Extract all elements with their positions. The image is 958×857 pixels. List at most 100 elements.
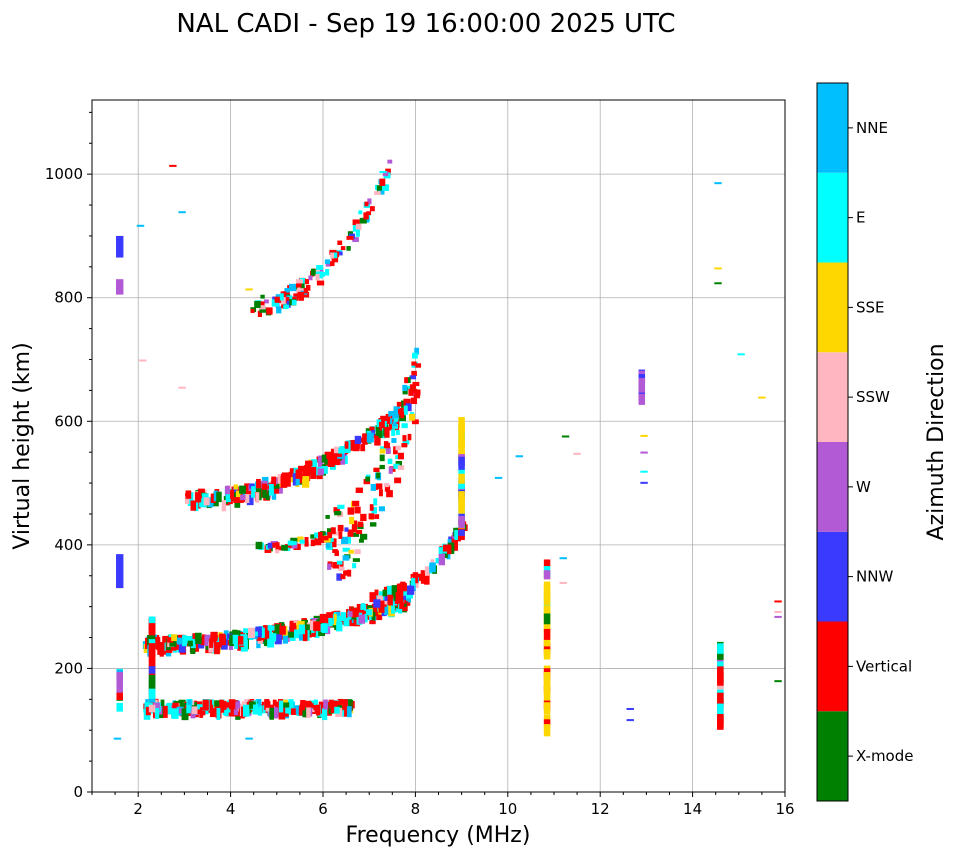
echo-mark (116, 690, 123, 701)
echo-mark (774, 610, 782, 613)
echo-mark (344, 527, 349, 532)
echo-mark (241, 706, 245, 717)
x-tick-label: 8 (411, 800, 421, 818)
echo-mark (148, 639, 156, 647)
echo-mark (367, 198, 372, 205)
echo-mark (393, 416, 399, 422)
echo-mark (349, 441, 356, 448)
echo-mark (351, 520, 358, 527)
echo-mark (430, 559, 435, 566)
echo-mark (349, 516, 355, 525)
echo-mark (321, 271, 325, 277)
colorbar-tick-label: NNW (856, 568, 893, 586)
echo-mark (410, 388, 418, 394)
echo-mark (626, 707, 634, 710)
echo-mark (224, 702, 232, 708)
echo-mark (233, 484, 238, 490)
y-axis: 0 200 400 600 800 1000 (45, 111, 92, 801)
echo-mark (293, 629, 299, 639)
echo-mark (393, 450, 398, 455)
echo-mark (327, 563, 332, 570)
echo-mark (210, 493, 216, 503)
echo-mark (366, 211, 372, 216)
echo-mark (352, 558, 360, 562)
echo-mark (378, 489, 383, 497)
echo-mark (285, 476, 291, 485)
echo-mark (543, 613, 551, 625)
echo-mark (378, 421, 384, 427)
echo-mark (261, 627, 265, 638)
echo-mark (543, 649, 551, 658)
echo-mark (156, 644, 163, 651)
echo-mark (458, 417, 465, 426)
x-tick-label: 4 (226, 800, 236, 818)
echo-mark (411, 361, 417, 366)
echo-mark (458, 469, 465, 478)
echo-mark (388, 466, 393, 474)
echo-mark (321, 708, 328, 721)
echo-mark (289, 622, 297, 636)
echo-mark (315, 273, 320, 281)
echo-mark (271, 633, 277, 642)
echo-mark (194, 641, 200, 652)
echo-mark (385, 446, 391, 454)
echo-mark (216, 642, 222, 648)
echo-mark (148, 623, 156, 632)
echo-mark (278, 707, 286, 720)
grid-lines (92, 100, 786, 793)
echo-mark (139, 359, 147, 362)
echo-mark (626, 719, 634, 722)
echo-mark (334, 510, 342, 516)
echo-mark (375, 425, 380, 436)
echo-mark (324, 451, 332, 463)
echo-mark (211, 642, 217, 653)
echo-mark (223, 630, 229, 642)
echo-mark (278, 700, 284, 713)
echo-mark (384, 426, 390, 438)
echo-mark (559, 557, 567, 560)
echo-mark (352, 225, 359, 232)
echo-mark (282, 702, 290, 711)
echo-mark (278, 622, 285, 628)
echo-mark (373, 498, 378, 506)
colorbar-label: Azimuth Direction (924, 343, 949, 540)
echo-mark (543, 693, 551, 701)
echo-mark (411, 578, 416, 590)
echo-mark (202, 699, 209, 711)
echo-mark (288, 283, 297, 292)
echo-mark (258, 305, 266, 310)
echo-mark (295, 476, 300, 486)
echo-mark (363, 479, 371, 485)
echo-mark (324, 459, 331, 465)
echo-mark (288, 699, 294, 709)
echo-mark (348, 611, 353, 617)
echo-mark (386, 490, 393, 498)
echo-mark (303, 287, 309, 294)
echo-mark (230, 492, 238, 502)
echo-mark (229, 634, 235, 647)
echo-mark (410, 397, 418, 405)
colorbar-segment (817, 83, 848, 173)
echo-mark (378, 606, 385, 613)
x-tick-label: 2 (133, 800, 143, 818)
echo-mark (323, 535, 329, 541)
echo-mark (310, 268, 316, 276)
echo-mark (365, 609, 373, 616)
echo-mark (296, 288, 305, 293)
echo-mark (148, 681, 156, 689)
echo-mark (403, 405, 408, 415)
echo-mark (304, 279, 309, 285)
echo-mark (313, 699, 318, 708)
echo-mark (285, 296, 290, 303)
echo-mark (543, 724, 551, 731)
echo-mark (304, 537, 309, 544)
echo-mark (246, 494, 254, 506)
echo-mark (251, 486, 255, 497)
echo-mark (339, 453, 346, 465)
echo-mark (171, 634, 177, 642)
echo-mark (387, 594, 393, 606)
echo-mark (395, 592, 401, 603)
echo-mark (376, 419, 382, 427)
echo-mark (360, 444, 366, 452)
echo-mark (395, 445, 401, 451)
